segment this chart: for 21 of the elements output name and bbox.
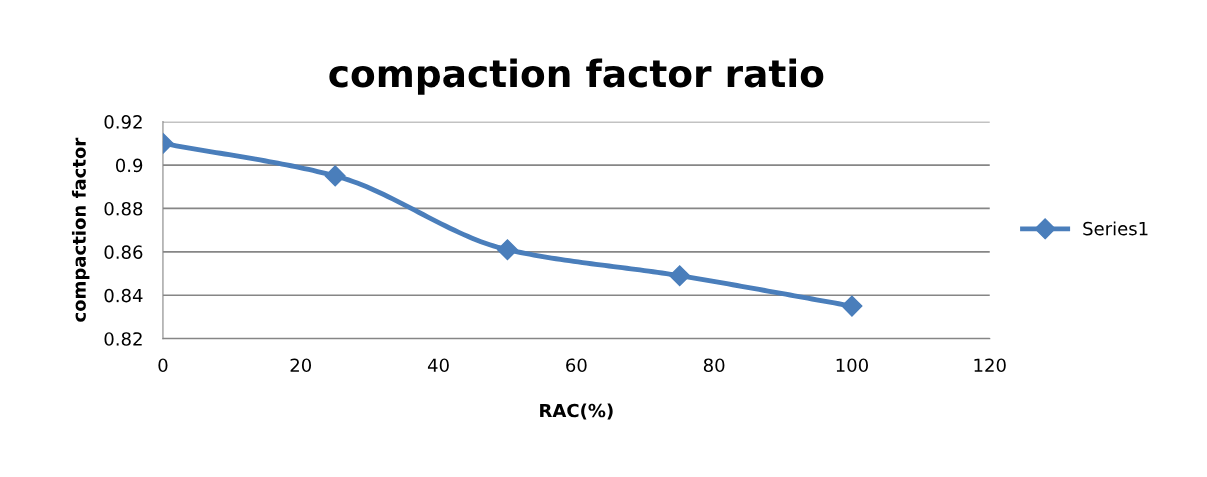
y-tick-label: 0.88 <box>104 201 143 216</box>
y-tick-label: 0.9 <box>115 158 143 173</box>
point <box>841 295 863 317</box>
point <box>669 265 691 287</box>
y-axis-title: compaction factor <box>71 137 90 322</box>
chart-title: compaction factor ratio <box>329 58 824 95</box>
legend-label: Series1 <box>1083 221 1148 236</box>
y-tick-label: 0.92 <box>104 115 142 129</box>
x-tick-label: 60 <box>566 358 587 373</box>
x-tick-label: 120 <box>974 358 1006 373</box>
x-axis-title: RAC(%) <box>540 403 613 420</box>
x-tick-label: 0 <box>158 358 168 373</box>
point <box>324 165 346 187</box>
x-tick-label: 100 <box>836 358 868 373</box>
y-tick-label: 0.86 <box>104 245 143 259</box>
x-tick-label: 80 <box>703 358 725 373</box>
point <box>496 239 518 261</box>
y-tick-label: 0.82 <box>104 332 142 346</box>
y-tick-label: 0.84 <box>104 288 143 303</box>
x-tick-label: 20 <box>290 358 312 373</box>
x-tick-label: 40 <box>427 358 449 373</box>
